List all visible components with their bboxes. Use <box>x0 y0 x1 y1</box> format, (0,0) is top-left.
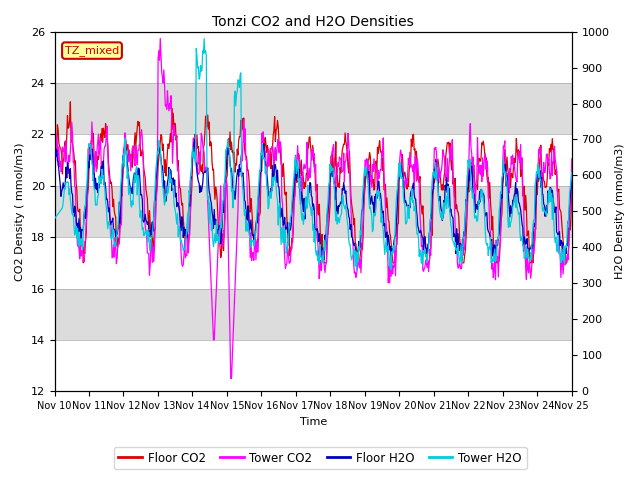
Bar <box>54 340 572 391</box>
Bar <box>54 237 572 288</box>
Text: TZ_mixed: TZ_mixed <box>65 45 119 56</box>
Bar <box>54 83 572 134</box>
Y-axis label: CO2 Density ( mmol/m3): CO2 Density ( mmol/m3) <box>15 142 25 281</box>
Bar <box>54 32 572 83</box>
Legend: Floor CO2, Tower CO2, Floor H2O, Tower H2O: Floor CO2, Tower CO2, Floor H2O, Tower H… <box>113 447 527 469</box>
Bar <box>54 186 572 237</box>
X-axis label: Time: Time <box>300 417 327 427</box>
Title: Tonzi CO2 and H2O Densities: Tonzi CO2 and H2O Densities <box>212 15 414 29</box>
Bar <box>54 288 572 340</box>
Bar <box>54 134 572 186</box>
Y-axis label: H2O Density (mmol/m3): H2O Density (mmol/m3) <box>615 144 625 279</box>
